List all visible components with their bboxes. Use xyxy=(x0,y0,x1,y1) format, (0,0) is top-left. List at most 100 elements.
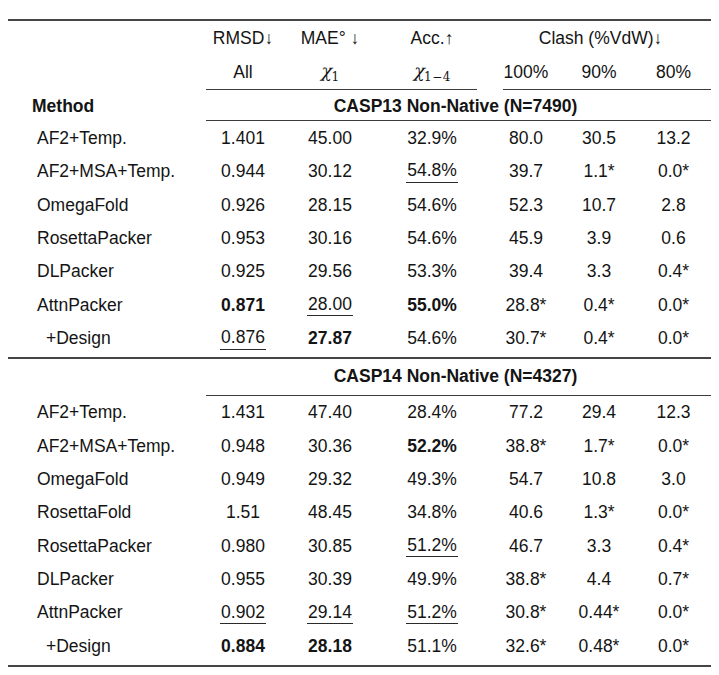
value-cell: 10.7 xyxy=(562,195,636,216)
value-cell: 38.8* xyxy=(490,436,562,457)
method-cell: OmegaFold xyxy=(8,195,200,216)
clash-column-header: Clash (%VdW)↓ xyxy=(490,28,711,49)
section-title-casp13: CASP13 Non-Native (N=7490) xyxy=(200,96,711,117)
chi1-4-subheader: χ1−4 xyxy=(374,60,490,84)
value-text: 0.44* xyxy=(579,603,620,621)
value-cell: 49.9% xyxy=(374,569,490,590)
value-cell: 77.2 xyxy=(490,402,562,423)
value-cell: 32.9% xyxy=(374,128,490,149)
method-cell: AF2+MSA+Temp. xyxy=(8,436,200,457)
value-text: 10.8 xyxy=(582,470,616,488)
table-row: AF2+MSA+Temp.0.94430.1254.8%39.71.1*0.0* xyxy=(8,155,711,188)
value-cell: 0.0* xyxy=(636,295,711,316)
value-text: 32.6* xyxy=(506,637,547,655)
value-cell: 1.7* xyxy=(562,436,636,457)
table-header-row-metrics: RMSD↓ MAE° ↓ Acc.↑ Clash (%VdW)↓ xyxy=(8,21,711,55)
value-cell: 29.56 xyxy=(286,261,374,282)
value-cell: 0.6 xyxy=(636,228,711,249)
value-text: 52.3 xyxy=(509,196,543,214)
method-cell: +Design xyxy=(8,636,200,657)
value-text: 1.1* xyxy=(583,162,614,180)
value-text: 0.953 xyxy=(221,229,265,247)
table-row: RosettaFold1.5148.4534.8%40.61.3*0.0* xyxy=(8,496,711,529)
value-cell: 38.8* xyxy=(490,569,562,590)
value-cell: 0.876 xyxy=(200,327,286,349)
value-cell: 29.32 xyxy=(286,469,374,490)
value-cell: 28.8* xyxy=(490,295,562,316)
value-cell: 55.0% xyxy=(374,295,490,316)
value-text: 0.4* xyxy=(583,296,614,314)
value-cell: 3.3 xyxy=(562,536,636,557)
value-cell: 46.7 xyxy=(490,536,562,557)
value-text: 29.4 xyxy=(582,403,616,421)
value-text: 4.4 xyxy=(587,570,611,588)
value-text: 32.9% xyxy=(407,129,457,147)
value-text: 2.8 xyxy=(661,196,685,214)
table-row: OmegaFold0.92628.1554.6%52.310.72.8 xyxy=(8,188,711,221)
table-row: AttnPacker0.90229.1451.2%30.8*0.44*0.0* xyxy=(8,596,711,629)
value-cell: 0.0* xyxy=(636,636,711,657)
value-text: 55.0% xyxy=(407,296,457,314)
clash-90-subheader: 90% xyxy=(562,62,636,83)
value-cell: 54.6% xyxy=(374,195,490,216)
value-text: 0.902 xyxy=(220,603,266,624)
value-cell: 1.3* xyxy=(562,502,636,523)
value-text: 0.955 xyxy=(221,570,265,588)
chi1-subscript: 1 xyxy=(331,70,339,84)
value-cell: 10.8 xyxy=(562,469,636,490)
value-cell: 52.2% xyxy=(374,436,490,457)
value-text: 38.8* xyxy=(506,437,547,455)
value-text: 40.6 xyxy=(509,503,543,521)
value-text: 29.14 xyxy=(307,603,353,624)
casp14-section-rule xyxy=(206,395,711,396)
casp13-section-header-row: Method CASP13 Non-Native (N=7490) xyxy=(8,93,711,120)
value-text: 54.6% xyxy=(407,229,457,247)
value-text: 30.5 xyxy=(582,129,616,147)
value-cell: 45.00 xyxy=(286,128,374,149)
value-text: 0.948 xyxy=(221,437,265,455)
value-cell: 0.0* xyxy=(636,602,711,623)
value-text: 0.7* xyxy=(658,570,689,588)
value-cell: 80.0 xyxy=(490,128,562,149)
method-cell: DLPacker xyxy=(8,569,200,590)
table-row: AF2+Temp.1.43147.4028.4%77.229.412.3 xyxy=(8,396,711,429)
rmsd-column-header: RMSD↓ xyxy=(200,28,286,49)
value-cell: 45.9 xyxy=(490,228,562,249)
table-bottom-rule xyxy=(8,665,711,667)
value-text: 0.4* xyxy=(658,262,689,280)
table-row: RosettaPacker0.95330.1654.6%45.93.90.6 xyxy=(8,222,711,255)
value-cell: 39.7 xyxy=(490,161,562,182)
method-cell: AttnPacker xyxy=(8,295,200,316)
table-row: AF2+MSA+Temp.0.94830.3652.2%38.8*1.7*0.0… xyxy=(8,429,711,462)
value-text: 0.4* xyxy=(583,329,614,347)
value-text: 3.3 xyxy=(587,537,611,555)
value-text: 0.884 xyxy=(221,637,265,655)
value-text: 30.7* xyxy=(506,329,547,347)
value-text: 1.401 xyxy=(221,129,265,147)
value-text: 3.3 xyxy=(587,262,611,280)
value-cell: 30.8* xyxy=(490,602,562,623)
value-cell: 28.18 xyxy=(286,636,374,657)
value-cell: 28.4% xyxy=(374,402,490,423)
value-text: 0.0* xyxy=(658,162,689,180)
value-cell: 0.0* xyxy=(636,328,711,349)
value-text: 10.7 xyxy=(582,196,616,214)
method-cell: AttnPacker xyxy=(8,602,200,623)
value-cell: 3.3 xyxy=(562,261,636,282)
value-text: 0.0* xyxy=(658,603,689,621)
table-header-row-submetrics: All χ1 χ1−4 100% 90% 80% xyxy=(8,55,711,89)
all-subheader: All xyxy=(200,62,286,83)
value-cell: 52.3 xyxy=(490,195,562,216)
value-text: 0.48* xyxy=(579,637,620,655)
method-column-label: Method xyxy=(8,96,200,117)
clash-group-rule xyxy=(503,89,711,90)
value-text: 3.9 xyxy=(587,229,611,247)
value-cell: 54.6% xyxy=(374,228,490,249)
value-text: 30.16 xyxy=(308,229,352,247)
value-text: 28.15 xyxy=(308,196,352,214)
value-cell: 13.2 xyxy=(636,128,711,149)
value-text: 38.8* xyxy=(506,570,547,588)
table-row: RosettaPacker0.98030.8551.2%46.73.30.4* xyxy=(8,529,711,562)
value-cell: 30.16 xyxy=(286,228,374,249)
value-text: 49.3% xyxy=(407,470,457,488)
